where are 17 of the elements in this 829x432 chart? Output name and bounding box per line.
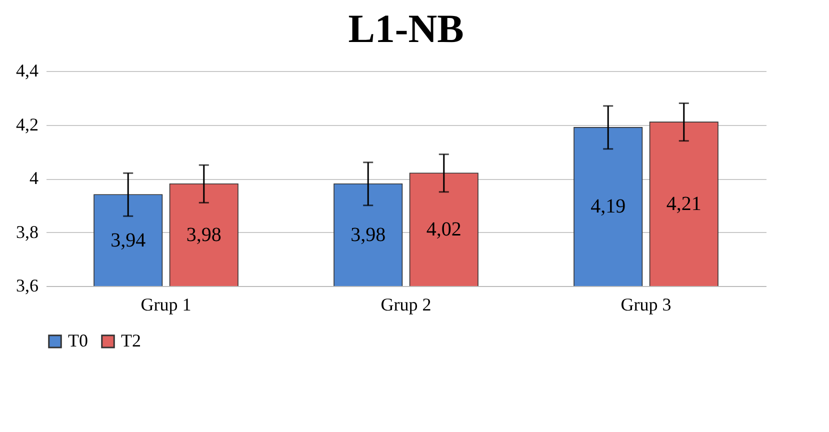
x-tick-label: Grup 3 xyxy=(620,294,672,314)
y-tick-label: 4,2 xyxy=(16,114,38,134)
legend-label: T2 xyxy=(121,330,141,350)
y-tick-label: 4,4 xyxy=(16,60,38,80)
y-tick-label: 4 xyxy=(30,168,38,188)
data-label: 3,94 xyxy=(110,229,146,252)
y-tick-label: 3,8 xyxy=(16,222,38,242)
data-label: 3,98 xyxy=(186,224,222,246)
data-label: 4,02 xyxy=(426,218,462,241)
legend-label: T0 xyxy=(68,330,88,350)
x-tick-label: Grup 1 xyxy=(140,294,192,314)
chart-title: L1-NB xyxy=(348,6,464,51)
y-tick-label: 3,6 xyxy=(16,276,38,296)
data-label: 4,21 xyxy=(666,193,702,216)
data-label: 3,98 xyxy=(350,224,386,246)
x-tick-label: Grup 2 xyxy=(380,294,432,314)
data-label: 4,19 xyxy=(590,196,626,218)
